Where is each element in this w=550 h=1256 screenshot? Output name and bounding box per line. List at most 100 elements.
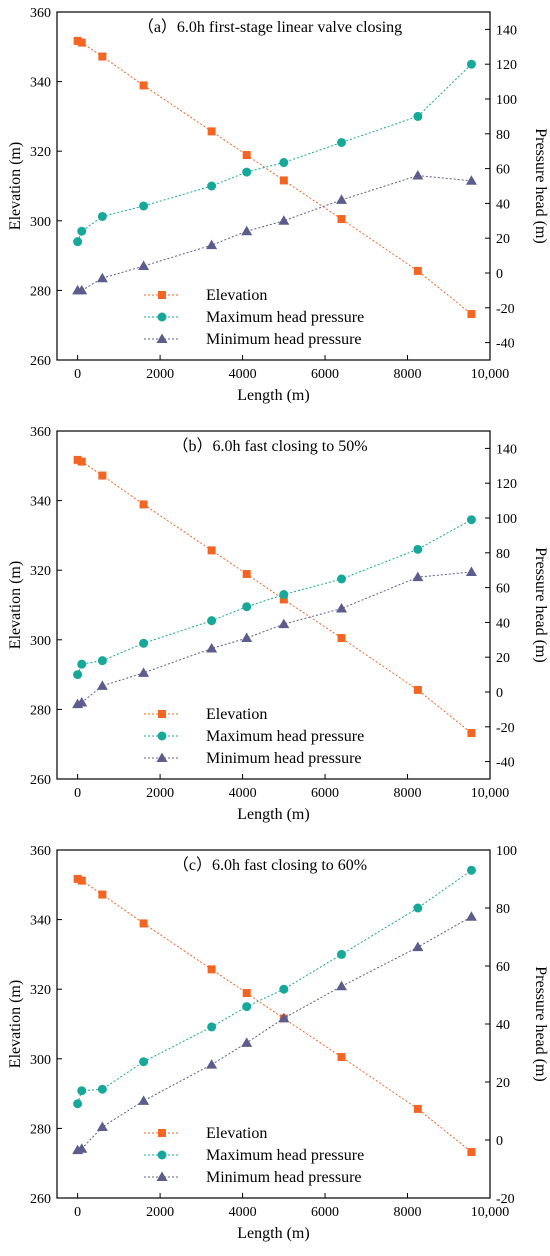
- y-left-tick-label: 340: [30, 76, 51, 91]
- y-right-tick-label: 100: [496, 93, 517, 108]
- data-point: [139, 201, 149, 211]
- panel-title: （b）6.0h fast closing to 50%: [172, 437, 367, 455]
- plot-frame: [56, 430, 491, 780]
- y-right-tick-label: 60: [496, 960, 510, 975]
- data-point: [413, 903, 423, 913]
- data-point: [206, 239, 218, 250]
- y-right-tick-label: 40: [496, 616, 510, 631]
- data-point: [97, 1084, 107, 1094]
- data-point: [207, 1022, 217, 1032]
- legend-marker: [157, 1150, 167, 1160]
- y-left-tick-label: 360: [30, 6, 51, 21]
- series-3: [72, 566, 477, 709]
- data-point: [413, 1104, 422, 1113]
- y-right-tick-label: 80: [496, 128, 510, 143]
- data-point: [466, 515, 476, 525]
- data-point: [336, 194, 348, 204]
- data-point: [278, 618, 290, 629]
- data-point: [413, 266, 422, 275]
- y-right-tick-label: -20: [496, 1192, 515, 1207]
- panel-title: （c）6.0h fast closing to 60%: [173, 856, 367, 874]
- plot-frame: [56, 849, 491, 1199]
- y-left-tick-label: 320: [30, 983, 51, 998]
- data-point: [413, 685, 422, 694]
- data-point: [467, 729, 476, 738]
- legend-item: Minimum head pressure: [144, 331, 362, 348]
- legend-marker: [157, 731, 167, 741]
- data-point: [336, 980, 348, 991]
- data-point: [73, 36, 82, 45]
- x-tick-label: 10,000: [471, 1205, 510, 1220]
- data-point: [242, 602, 252, 612]
- data-point: [96, 680, 108, 690]
- legend-item: Maximum head pressure: [144, 1147, 364, 1164]
- y-left-tick-label: 360: [30, 844, 51, 859]
- y-left-axis-title: Elevation (m): [7, 142, 24, 230]
- data-point: [466, 59, 476, 69]
- data-point: [73, 237, 83, 247]
- legend-item: Elevation: [144, 1125, 267, 1142]
- data-point: [337, 574, 347, 584]
- legend-label: Minimum head pressure: [206, 1169, 362, 1186]
- data-point: [139, 919, 148, 928]
- legend-item: Maximum head pressure: [144, 728, 364, 745]
- data-point: [242, 151, 251, 160]
- series-2: [73, 59, 476, 247]
- chart-panel-2: 0 2000 4000 6000 8000 10,000 260 280 300 320 340 36…: [7, 425, 549, 823]
- series-line: [77, 571, 472, 705]
- data-point: [97, 656, 107, 666]
- y-right-tick-label: 140: [496, 23, 517, 38]
- y-right-tick-label: 0: [496, 267, 503, 282]
- legend-marker: [156, 1171, 168, 1181]
- data-point: [139, 500, 148, 509]
- data-point: [98, 52, 107, 61]
- y-right-tick-label: 40: [496, 1018, 510, 1033]
- y-left-tick-label: 300: [30, 215, 51, 230]
- series-1: [73, 455, 476, 738]
- y-right-tick-label: 20: [496, 651, 510, 666]
- data-point: [77, 38, 86, 47]
- x-tick-label: 6000: [311, 1205, 339, 1220]
- data-point: [98, 890, 107, 899]
- x-axis-title: Length (m): [237, 806, 309, 823]
- data-point: [77, 659, 87, 669]
- legend-marker: [156, 752, 168, 762]
- x-tick-label: 10,000: [471, 786, 510, 801]
- series-2: [73, 865, 476, 1109]
- x-tick-label: 0: [74, 1205, 81, 1220]
- data-point: [413, 111, 423, 121]
- y-right-tick-label: 0: [496, 1134, 503, 1149]
- legend-marker: [158, 291, 166, 299]
- data-point: [242, 167, 252, 177]
- legend-item: Maximum head pressure: [144, 309, 364, 326]
- data-point: [206, 643, 218, 653]
- series-1: [73, 874, 476, 1157]
- y-left-tick-label: 320: [30, 145, 51, 160]
- legend-label: Maximum head pressure: [206, 1147, 364, 1164]
- data-point: [412, 170, 424, 180]
- data-point: [73, 1099, 83, 1109]
- y-right-tick-label: 40: [496, 197, 510, 212]
- y-left-tick-label: 260: [30, 354, 51, 369]
- data-point: [467, 310, 476, 319]
- data-point: [77, 1086, 87, 1096]
- data-point: [337, 634, 346, 643]
- y-left-tick-label: 320: [30, 564, 51, 579]
- series-3: [72, 911, 477, 1155]
- y-left-axis-title: Elevation (m): [7, 561, 24, 649]
- data-point: [241, 1037, 253, 1047]
- data-point: [207, 616, 217, 626]
- x-tick-label: 4000: [229, 367, 257, 382]
- data-point: [73, 670, 83, 680]
- series-line: [77, 869, 472, 1104]
- x-tick-label: 4000: [229, 786, 257, 801]
- legend-marker: [156, 333, 168, 343]
- y-right-tick-label: 60: [496, 582, 510, 597]
- data-point: [76, 284, 88, 295]
- data-point: [242, 989, 251, 998]
- x-tick-label: 0: [74, 367, 81, 382]
- y-right-tick-label: 100: [496, 844, 517, 859]
- data-point: [241, 632, 253, 643]
- legend-label: Maximum head pressure: [206, 728, 364, 745]
